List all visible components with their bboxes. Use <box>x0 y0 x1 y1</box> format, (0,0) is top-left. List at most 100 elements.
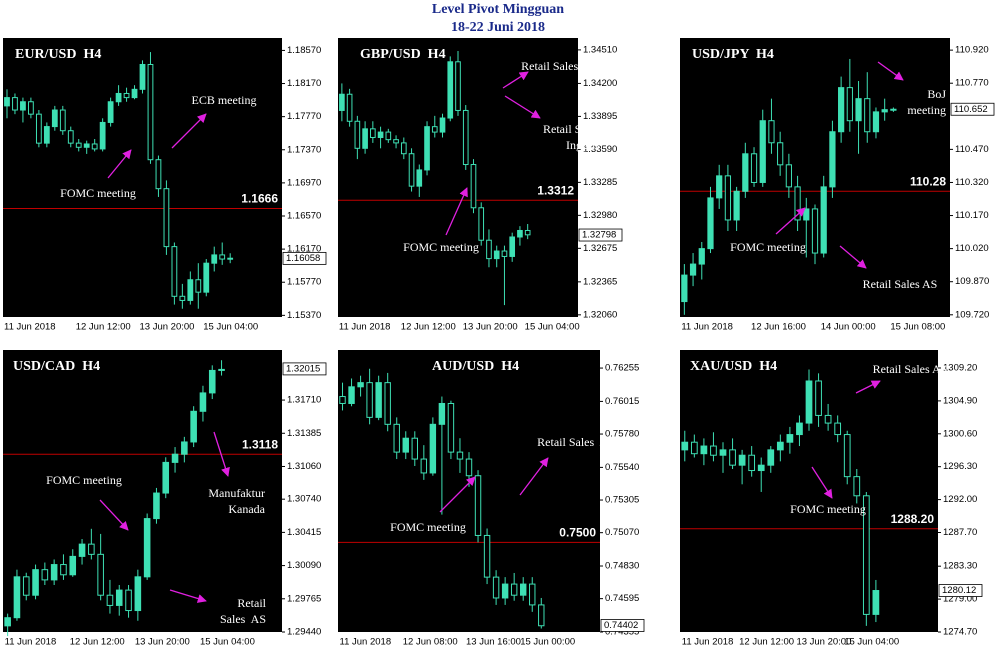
y-tick-label: 0.75070 <box>605 527 639 538</box>
candle-body <box>208 369 216 394</box>
candle-body <box>115 589 123 606</box>
annotation-arrow <box>877 61 904 81</box>
y-tick-label: 0.75780 <box>605 429 639 440</box>
candle-body <box>393 423 400 453</box>
pivot-label: 1288.20 <box>891 512 935 526</box>
candle-body <box>218 368 225 371</box>
last-price-label: 1280.12 <box>942 585 976 596</box>
candle-body <box>195 279 202 293</box>
candle-body <box>881 109 888 113</box>
annotation: Retail Sales AS <box>863 277 938 291</box>
y-tick-label: 1.17770 <box>287 111 321 122</box>
y-tick-label: 0.74830 <box>605 561 639 572</box>
annotation: BoJ <box>927 87 946 101</box>
annotation-arrow <box>519 457 549 496</box>
candle-body <box>22 576 30 596</box>
candle-body <box>757 464 765 472</box>
candle-body <box>447 402 455 453</box>
candle-body <box>796 422 803 436</box>
y-tick-label: 1.32980 <box>583 210 617 221</box>
x-tick-label: 15 Jun 04:00 <box>203 322 258 333</box>
annotation-arrow <box>839 245 867 269</box>
y-tick-label: 1.33590 <box>583 144 617 155</box>
annotation: Retail Sales AS <box>873 362 948 376</box>
candle-body <box>187 279 194 301</box>
y-tick-label: 1.30415 <box>287 527 321 538</box>
candle-body <box>776 441 784 451</box>
candle-body <box>820 186 827 254</box>
candle-body <box>501 583 509 599</box>
y-tick-label: 1292.00 <box>943 494 977 505</box>
annotation-arrow <box>502 71 529 89</box>
candle-body <box>143 518 151 578</box>
y-tick-label: 1.16570 <box>287 211 321 222</box>
candle-body <box>203 262 210 293</box>
annotation: FOMC meeting <box>390 520 466 534</box>
candle-body <box>50 564 58 581</box>
last-price-box <box>578 228 623 242</box>
last-price-box <box>282 251 327 265</box>
y-tick-label: 1300.60 <box>943 428 977 439</box>
candle-body <box>431 126 438 133</box>
candle-body <box>125 589 132 612</box>
candle-body <box>155 159 162 190</box>
y-tick-label: 0.74355 <box>605 627 639 638</box>
y-tick-label: 1.17370 <box>287 144 321 155</box>
last-price-box <box>950 102 995 116</box>
candle-body <box>768 120 775 144</box>
annotation: Retail <box>237 596 266 610</box>
y-tick-label: 1283.30 <box>943 561 977 572</box>
candle-body <box>59 109 66 132</box>
annotation: Kanada <box>228 502 265 516</box>
candle-body <box>402 437 409 453</box>
chart-title: GBP/USD H4 <box>360 47 446 62</box>
y-tick-label: 1.32365 <box>583 276 617 287</box>
y-tick-label: 0.76015 <box>605 396 639 407</box>
candle-body <box>777 142 784 166</box>
candle-body <box>377 131 384 138</box>
candle-body <box>32 569 39 596</box>
candle-body <box>375 382 382 418</box>
candle-body <box>4 617 11 627</box>
chart-title: USD/JPY H4 <box>692 47 774 62</box>
pivot-label: 1.1666 <box>241 192 278 206</box>
candle-body <box>724 175 732 221</box>
candle-body <box>179 295 186 301</box>
candle-body <box>447 61 454 119</box>
y-tick-label: 1.30090 <box>287 560 321 571</box>
candle-body <box>456 451 464 460</box>
annotation-arrow <box>439 476 476 513</box>
candle-body <box>385 131 392 141</box>
candle-body <box>60 564 67 576</box>
annotation: Retail Sales AS <box>537 435 615 449</box>
candle-body <box>759 120 766 183</box>
candle-body <box>339 396 346 404</box>
y-tick-label: 110.470 <box>955 144 989 155</box>
candle-body <box>106 594 114 606</box>
annotation-arrow <box>169 589 207 603</box>
x-tick-label: 12 Jun 12:00 <box>70 637 125 648</box>
last-price-box <box>938 584 983 597</box>
candle-body <box>420 458 428 474</box>
y-tick-label: 1.15770 <box>287 277 321 288</box>
y-tick-label: 1304.90 <box>943 395 977 406</box>
x-tick-label: 12 Jun 08:00 <box>403 637 458 648</box>
x-tick-label: 15 Jun 04:00 <box>525 322 580 333</box>
x-tick-label: 11 Jun 2018 <box>340 637 392 648</box>
last-price-label: 0.74402 <box>604 620 638 631</box>
candle-body <box>123 92 130 99</box>
x-tick-label: 11 Jun 2018 <box>682 637 734 648</box>
y-tick-label: 0.74595 <box>605 593 639 604</box>
y-tick-label: 110.320 <box>955 177 989 188</box>
candle-body <box>733 190 740 221</box>
candle-body <box>785 164 792 188</box>
y-tick-label: 1296.30 <box>943 461 977 472</box>
annotation: FOMC meeting <box>60 186 136 200</box>
candle-body <box>199 392 207 412</box>
x-tick-label: 11 Jun 2018 <box>681 322 733 333</box>
x-tick-label: 15 Jun 00:00 <box>520 637 575 648</box>
annotation-arrow <box>811 466 833 499</box>
candle-body <box>67 130 74 144</box>
x-tick-label: 11 Jun 2018 <box>4 322 56 333</box>
